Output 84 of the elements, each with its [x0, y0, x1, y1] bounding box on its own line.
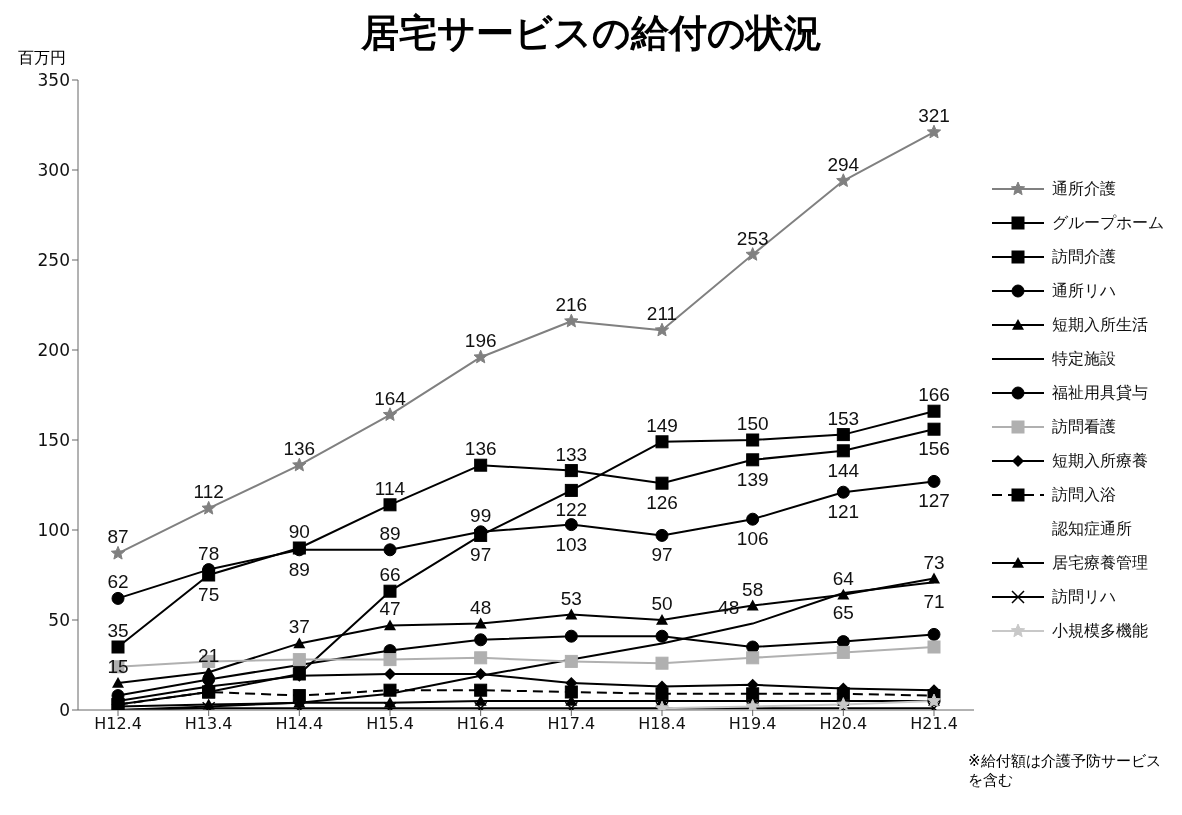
- data-label: 126: [646, 492, 678, 514]
- data-label: 139: [736, 468, 769, 490]
- data-label: 153: [827, 407, 860, 429]
- legend-label: 訪問入浴: [1052, 484, 1116, 506]
- data-label: 35: [107, 620, 129, 641]
- data-label: 73: [923, 551, 945, 573]
- data-label: 37: [288, 616, 310, 638]
- data-label: 75: [198, 584, 220, 605]
- y-axis-title: 百万円: [18, 48, 66, 69]
- data-label: 48: [470, 596, 492, 618]
- text: ※給付額は介護予防サービスを含む: [968, 752, 1162, 790]
- data-label: 78: [198, 542, 220, 564]
- x-tick-label: H16.4: [456, 714, 505, 734]
- x-tick-label: H12.4: [94, 714, 142, 734]
- data-label: 127: [918, 490, 950, 512]
- x-tick-label: H18.4: [638, 714, 686, 734]
- data-label: 47: [379, 598, 401, 620]
- data-label: 112: [193, 481, 224, 503]
- text: 認知症通所: [1052, 518, 1132, 540]
- data-label: 321: [918, 105, 950, 127]
- x-tick-label: H15.4: [366, 714, 414, 734]
- legend-label: 訪問リハ: [1052, 586, 1116, 608]
- data-label: 253: [736, 227, 769, 249]
- data-label: 136: [464, 438, 497, 460]
- data-label: 196: [464, 330, 497, 352]
- x-tick-label: H17.4: [547, 714, 596, 734]
- data-label: 62: [107, 571, 129, 593]
- data-label: 114: [374, 477, 406, 499]
- data-label: 294: [827, 153, 860, 175]
- x-tick-label: H14.4: [275, 714, 324, 734]
- data-label: 103: [555, 533, 588, 555]
- data-label: 149: [646, 414, 678, 436]
- data-label: 66: [379, 564, 401, 586]
- data-label: 97: [470, 544, 492, 566]
- legend-label: 居宅療養管理: [1052, 552, 1148, 574]
- data-label: 87: [107, 526, 129, 548]
- legend-label: 福祉用具貸与: [1052, 382, 1148, 404]
- x-tick-label: H13.4: [184, 714, 233, 734]
- data-label: 58: [742, 578, 764, 600]
- data-label: 144: [827, 459, 860, 481]
- data-label: 164: [374, 387, 407, 409]
- data-label: 136: [283, 438, 316, 460]
- legend-label: 通所介護: [1052, 178, 1116, 200]
- x-tick-label: H19.4: [728, 714, 777, 734]
- data-label: 50: [651, 593, 673, 614]
- data-label: 21: [198, 645, 220, 667]
- legend-label: 通所リハ: [1052, 280, 1116, 302]
- data-label: 166: [918, 384, 950, 406]
- data-label: 122: [555, 499, 588, 521]
- data-label: 64: [832, 567, 855, 589]
- x-tick-label: H20.4: [819, 714, 868, 734]
- data-label: 106: [736, 528, 769, 550]
- legend-label: 短期入所生活: [1052, 314, 1148, 336]
- y-tick-label: 150: [37, 430, 70, 451]
- y-tick-label: 350: [37, 70, 70, 91]
- data-label: 211: [646, 303, 678, 325]
- legend-label: 小規模多機能: [1052, 620, 1148, 642]
- data-label: 216: [555, 294, 588, 316]
- y-tick-label: 250: [37, 250, 70, 271]
- data-label: 65: [832, 602, 854, 623]
- data-label: 99: [470, 504, 492, 526]
- chart-title: 居宅サービスの給付の状況: [360, 11, 822, 55]
- data-label: 133: [555, 443, 588, 465]
- data-label: 15: [107, 656, 129, 677]
- data-label: 89: [288, 558, 310, 580]
- y-tick-label: 0: [59, 700, 70, 721]
- legend-label: 特定施設: [1052, 348, 1116, 370]
- data-label: 89: [379, 522, 401, 544]
- data-label: 53: [560, 587, 582, 609]
- legend-label: 短期入所療養: [1052, 450, 1148, 472]
- x-tick-label: H21.4: [910, 714, 958, 734]
- legend-label: 訪問看護: [1052, 416, 1116, 438]
- data-label: 150: [736, 413, 769, 434]
- data-label: 90: [288, 521, 310, 542]
- legend-label: グループホーム: [1052, 212, 1164, 234]
- y-tick-label: 50: [48, 610, 70, 631]
- data-label: 97: [651, 544, 673, 566]
- y-tick-label: 300: [37, 160, 70, 181]
- y-tick-label: 200: [37, 340, 70, 361]
- y-tick-label: 100: [37, 520, 70, 541]
- data-label: 121: [827, 501, 860, 523]
- data-label: 156: [918, 438, 950, 460]
- legend-label: 訪問介護: [1052, 246, 1116, 268]
- data-label: 71: [923, 591, 945, 613]
